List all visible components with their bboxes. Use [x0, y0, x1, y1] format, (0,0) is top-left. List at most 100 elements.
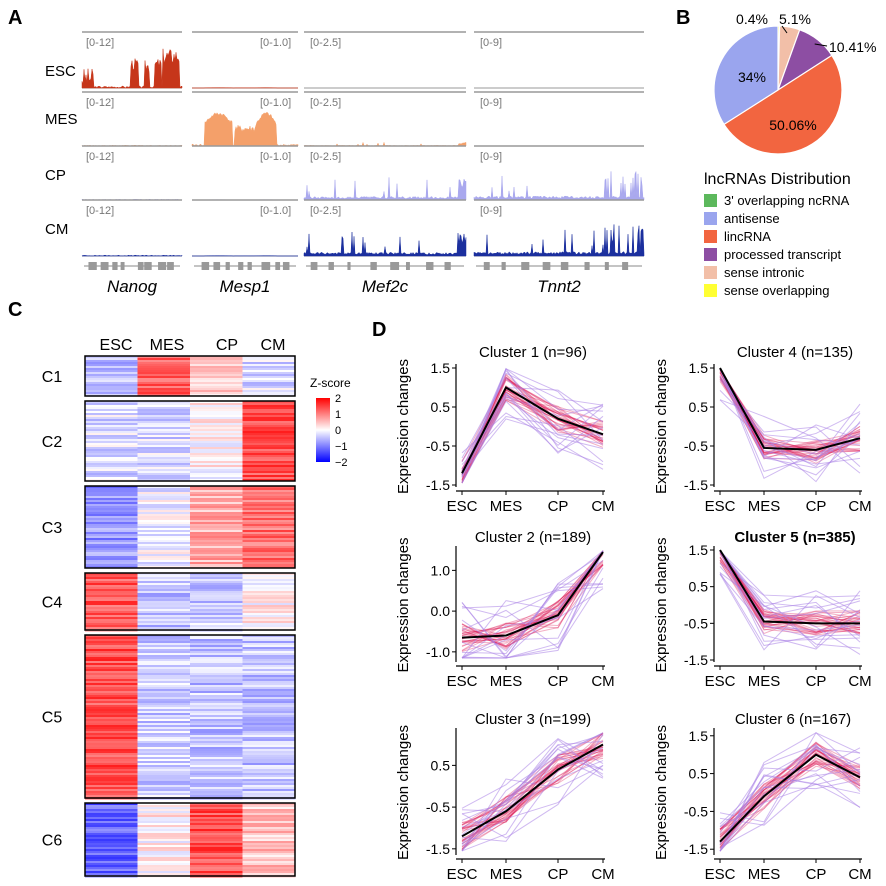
- heatmap-row-cell: [242, 431, 296, 434]
- heatmap-row-cell: [137, 771, 191, 774]
- heatmap-row-cell: [242, 382, 296, 385]
- heatmap-row-cell: [242, 471, 296, 474]
- heatmap-row-cell: [85, 857, 138, 860]
- gene-model-exon: [310, 262, 318, 270]
- heatmap-row-cell: [242, 729, 296, 732]
- heatmap-row-cell: [137, 550, 191, 553]
- coverage-track: [191, 112, 299, 147]
- heatmap-row-cell: [137, 791, 191, 794]
- heatmap-row-cell: [190, 544, 243, 547]
- member-profile-line: [719, 773, 861, 852]
- heatmap-row-cell: [190, 435, 243, 438]
- member-profile-line: [461, 756, 604, 850]
- member-profile-line: [461, 415, 604, 465]
- heatmap-row-cell: [190, 701, 243, 704]
- heatmap-row-cell: [85, 463, 138, 466]
- y-tick-label: -1.5: [426, 841, 450, 857]
- y-tick-label: 0.5: [689, 579, 709, 595]
- heatmap-row-cell: [137, 457, 191, 460]
- heatmap-row-cell: [85, 532, 138, 535]
- heatmap-row-cell: [242, 437, 296, 440]
- heatmap-row-cell: [190, 556, 243, 559]
- heatmap-row-cell: [242, 775, 296, 778]
- heatmap-row-cell: [85, 671, 138, 674]
- heatmap-row-cell: [85, 382, 138, 385]
- member-profile-line: [719, 550, 861, 621]
- legend-swatch: [704, 212, 717, 225]
- heatmap-row-cell: [85, 427, 138, 430]
- heatmap-row-cell: [137, 761, 191, 764]
- heatmap-row-cell: [242, 473, 296, 476]
- member-profile-line: [719, 756, 861, 850]
- heatmap-row-cell: [85, 765, 138, 768]
- heatmap-row-cell: [242, 451, 296, 454]
- y-tick-label: -1.5: [684, 841, 708, 857]
- heatmap-row-cell: [137, 617, 191, 620]
- cluster-plot: Cluster 2 (n=189) Expression changes 1.0 0.…: [395, 529, 615, 690]
- heatmap-row-cell: [85, 867, 138, 870]
- track-range-label: [0-2.5]: [310, 37, 341, 49]
- cluster-title: Cluster 2 (n=189): [475, 529, 591, 546]
- heatmap-row-cell: [137, 496, 191, 499]
- x-tick-label: CP: [548, 673, 569, 690]
- member-profile-line: [461, 564, 604, 644]
- heatmap-row-cell: [85, 421, 138, 424]
- heatmap-row-cell: [242, 857, 296, 860]
- heatmap-row-cell: [137, 530, 191, 533]
- member-profile-line: [461, 550, 604, 658]
- heatmap-row-cell: [242, 863, 296, 866]
- heatmap-row-cell: [85, 705, 138, 708]
- heatmap-row-cell: [85, 823, 138, 826]
- pie-value-label: 50.06%: [769, 117, 816, 133]
- heatmap-row-cell: [242, 817, 296, 820]
- heatmap-row-cell: [85, 516, 138, 519]
- heatmap-row-cell: [242, 761, 296, 764]
- heatmap-row-cell: [190, 603, 243, 606]
- member-profile-line: [719, 775, 861, 844]
- heatmap-row-cell: [137, 639, 191, 642]
- gene-model-exon: [604, 262, 609, 270]
- heatmap-row-cell: [242, 494, 296, 497]
- y-tick-label: -0.5: [684, 615, 708, 631]
- heatmap-row-cell: [190, 733, 243, 736]
- y-tick-label: 1.5: [689, 728, 709, 744]
- heatmap-row-cell: [85, 833, 138, 836]
- heatmap-row-cell: [137, 829, 191, 832]
- heatmap-row-cell: [137, 853, 191, 856]
- heatmap-row-cell: [242, 475, 296, 478]
- heatmap-row-cell: [137, 725, 191, 728]
- heatmap-row-cell: [137, 429, 191, 432]
- heatmap-row-cell: [190, 403, 243, 406]
- y-tick-label: 0.5: [431, 757, 451, 773]
- heatmap-row-cell: [137, 767, 191, 770]
- heatmap-row-cell: [137, 502, 191, 505]
- heatmap-row-cell: [137, 787, 191, 790]
- heatmap-row-cell: [137, 490, 191, 493]
- cluster-title: Cluster 4 (n=135): [737, 344, 853, 361]
- gene-model-exon: [88, 262, 97, 270]
- heatmap-row-cell: [242, 564, 296, 567]
- heatmap-row-cell: [242, 415, 296, 418]
- heatmap-row-cell: [85, 727, 138, 730]
- heatmap-row-cell: [190, 695, 243, 698]
- heatmap-row-cell: [190, 643, 243, 646]
- heatmap-row-cell: [190, 729, 243, 732]
- heatmap-row-cell: [190, 437, 243, 440]
- heatmap-row-cell: [190, 707, 243, 710]
- heatmap-row-cell: [190, 723, 243, 726]
- y-tick-label: 0.0: [431, 603, 451, 619]
- heatmap-row-cell: [85, 863, 138, 866]
- panel-label-c: C: [8, 299, 22, 321]
- heatmap-row-cell: [85, 649, 138, 652]
- heatmap-row-cell: [85, 859, 138, 862]
- heatmap-row-cell: [242, 372, 296, 375]
- heatmap-row-cell: [242, 526, 296, 529]
- heatmap-row-cell: [242, 374, 296, 377]
- heatmap-row-cell: [190, 615, 243, 618]
- heatmap-row-cell: [85, 709, 138, 712]
- legend-entry: sense overlapping: [724, 283, 830, 298]
- heatmap-row-cell: [85, 560, 138, 563]
- heatmap-row-cell: [190, 601, 243, 604]
- heatmap-row-cell: [85, 386, 138, 389]
- heatmap-row-cell: [242, 635, 296, 638]
